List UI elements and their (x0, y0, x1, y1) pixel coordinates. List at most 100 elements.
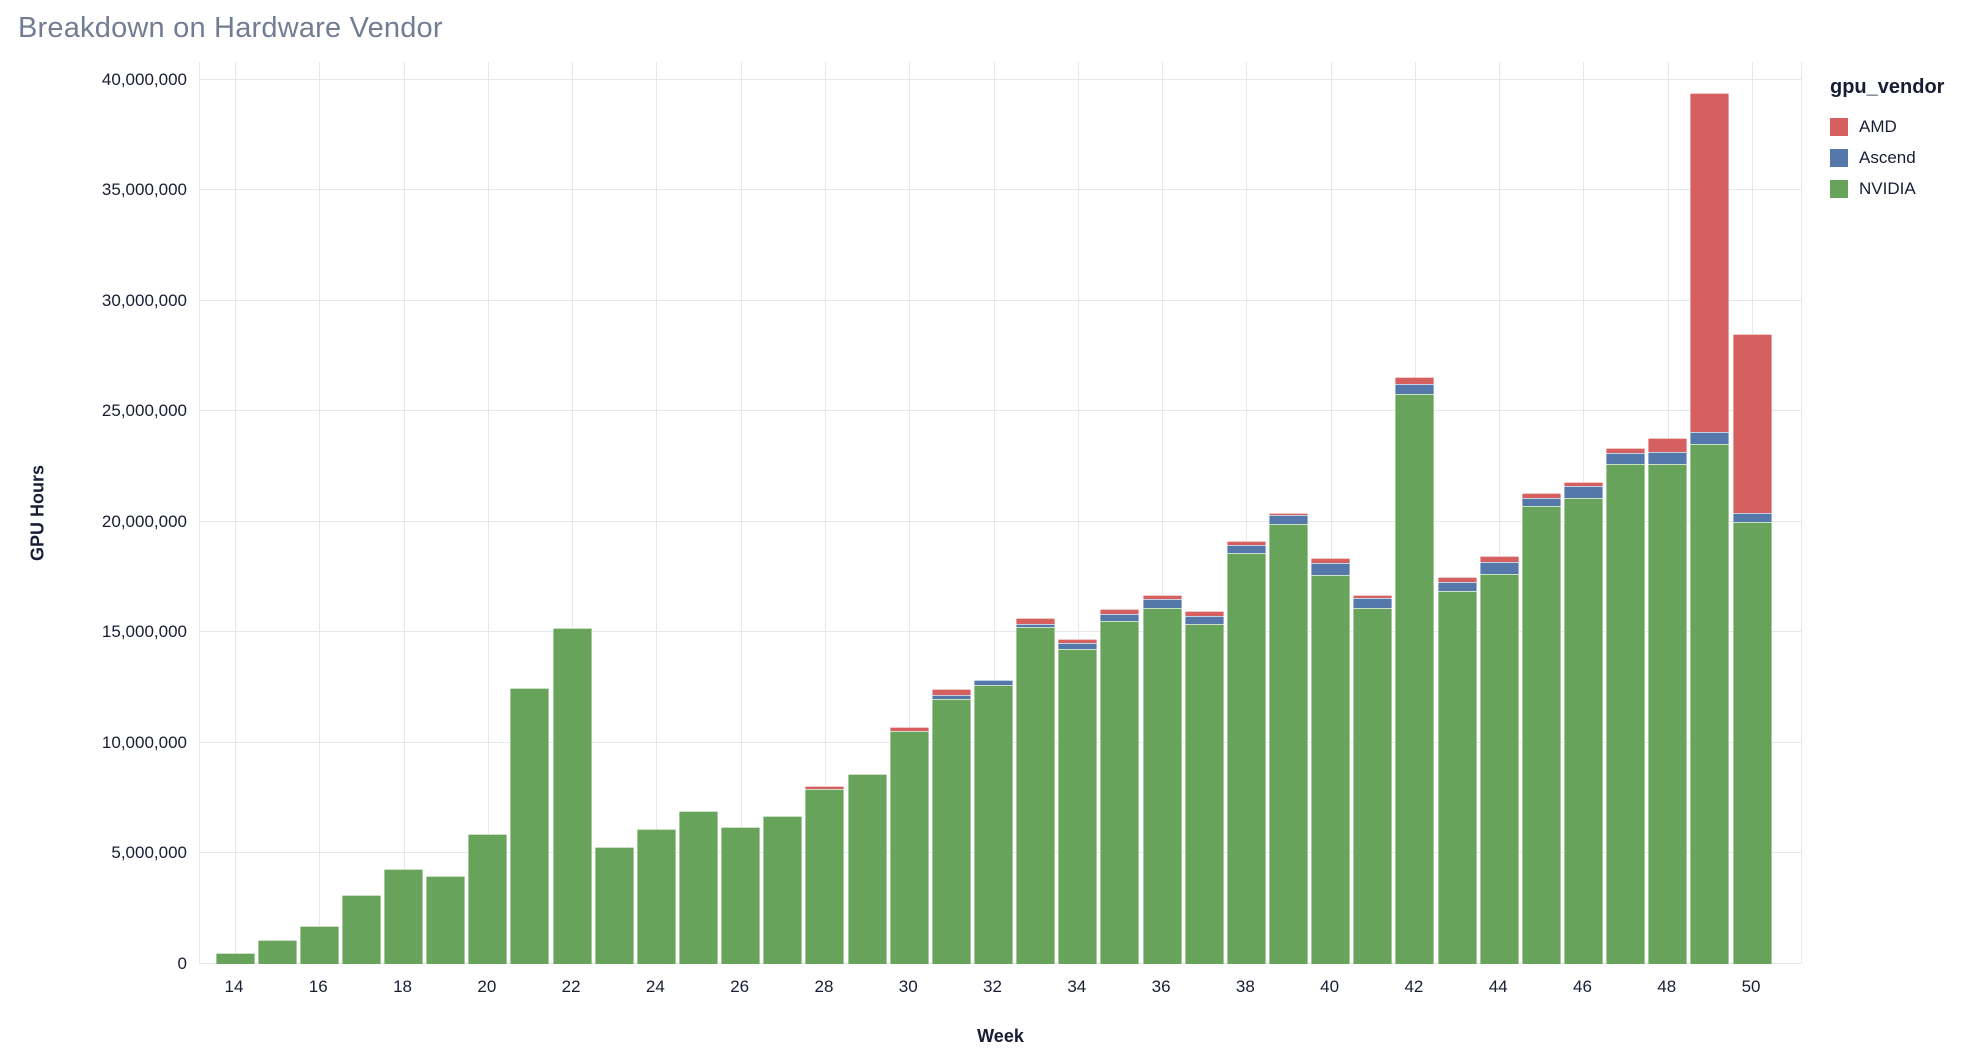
v-gridline (235, 62, 236, 964)
bar-week-35-amd (1100, 609, 1140, 614)
bar-week-27-nvidia (763, 815, 803, 964)
bar-week-37-nvidia (1184, 623, 1224, 964)
bar-week-17-nvidia (341, 895, 381, 964)
y-tick-label: 40,000,000 (101, 69, 187, 89)
plot-area (199, 62, 1802, 964)
h-gridline (200, 631, 1801, 633)
bar-week-45-nvidia (1521, 506, 1561, 964)
bar-week-36-amd (1142, 594, 1182, 600)
y-tick-label: 35,000,000 (101, 180, 187, 200)
x-tick-label: 42 (1404, 977, 1424, 996)
y-tick-label: 5,000,000 (111, 843, 187, 863)
bar-week-45-ascend (1521, 497, 1561, 507)
bar-week-45-amd (1521, 493, 1561, 498)
bar-week-38-nvidia (1226, 552, 1266, 964)
x-tick-label: 34 (1067, 977, 1087, 996)
v-gridline (993, 62, 995, 964)
bar-week-16-nvidia (299, 926, 339, 964)
bar-week-33-nvidia (1016, 626, 1056, 964)
bar-week-30-nvidia (889, 730, 929, 964)
bar-week-35-nvidia (1100, 621, 1140, 964)
x-tick-label: 26 (730, 977, 750, 996)
x-tick-label: 40 (1320, 977, 1340, 996)
bar-week-40-amd (1311, 558, 1351, 563)
x-tick-label: 18 (393, 977, 412, 996)
legend-swatch-amd (1830, 117, 1848, 136)
bar-week-31-ascend (931, 695, 971, 699)
y-tick-label: 10,000,000 (101, 732, 187, 752)
bar-week-37-ascend (1184, 615, 1224, 624)
bar-week-24-nvidia (636, 829, 676, 964)
bar-week-34-nvidia (1058, 648, 1098, 964)
v-gridline (1330, 62, 1332, 964)
x-tick-label: 36 (1151, 977, 1171, 996)
y-tick-label: 20,000,000 (101, 511, 187, 531)
bar-week-28-amd (805, 786, 845, 790)
h-gridline (200, 189, 1801, 191)
bar-week-29-nvidia (847, 773, 887, 964)
v-gridline (656, 62, 658, 964)
x-tick-label: 14 (224, 977, 244, 996)
bar-week-19-nvidia (426, 875, 466, 964)
v-gridline (1162, 62, 1164, 964)
bar-week-37-amd (1184, 611, 1224, 616)
bar-week-39-ascend (1269, 515, 1308, 525)
v-gridline (572, 62, 574, 964)
chart-title: Breakdown on Hardware Vendor (18, 12, 443, 44)
bar-week-46-nvidia (1563, 497, 1603, 964)
bar-week-38-amd (1226, 540, 1266, 546)
y-tick-label: 25,000,000 (101, 401, 187, 421)
bar-week-39-nvidia (1269, 524, 1308, 964)
legend-items: AMD Ascend NVIDIA (1830, 117, 1970, 198)
bar-week-31-nvidia (931, 698, 971, 964)
bar-week-48-ascend (1648, 452, 1688, 465)
v-gridline (1077, 62, 1079, 964)
bar-week-36-nvidia (1142, 608, 1182, 964)
bar-week-28-nvidia (805, 789, 845, 964)
bar-week-44-nvidia (1479, 573, 1519, 964)
legend-item: Ascend (1830, 148, 1970, 167)
v-gridline (1246, 62, 1248, 964)
legend-item-label: AMD (1859, 116, 1897, 136)
bar-week-48-nvidia (1648, 464, 1688, 964)
bar-week-18-nvidia (384, 868, 424, 964)
bar-week-15-nvidia (257, 939, 297, 964)
bar-week-39-amd (1269, 513, 1308, 516)
x-tick-label: 28 (814, 977, 834, 996)
bar-week-36-ascend (1142, 599, 1182, 609)
bar-week-34-amd (1058, 639, 1098, 644)
legend-title: gpu_vendor (1830, 76, 1945, 98)
bar-week-42-amd (1395, 377, 1435, 384)
bar-week-35-ascend (1100, 613, 1140, 622)
v-gridline (824, 62, 826, 964)
v-gridline (1752, 62, 1754, 964)
x-axis-title: Week (977, 1026, 1024, 1046)
bar-week-30-amd (889, 727, 929, 731)
bar-week-42-ascend (1395, 383, 1435, 394)
legend-swatch-ascend (1830, 148, 1848, 167)
bar-week-21-nvidia (510, 687, 550, 964)
legend-item: NVIDIA (1830, 179, 1970, 198)
h-gridline (200, 299, 1801, 301)
x-tick-label: 50 (1741, 977, 1761, 996)
bar-week-47-amd (1606, 447, 1646, 454)
bar-week-46-amd (1563, 482, 1603, 487)
bar-week-43-nvidia (1437, 591, 1477, 964)
bar-week-43-ascend (1437, 581, 1477, 592)
v-gridline (1499, 62, 1501, 964)
bar-week-43-amd (1437, 577, 1477, 582)
bar-week-25-nvidia (679, 811, 719, 964)
bar-week-44-amd (1479, 556, 1519, 562)
x-tick-label: 16 (308, 977, 328, 996)
bar-week-14-nvidia (215, 952, 255, 964)
bar-week-31-amd (931, 688, 971, 696)
bar-week-49-amd (1690, 92, 1730, 433)
v-gridline (487, 62, 489, 964)
h-gridline (200, 410, 1801, 412)
y-tick-label: 15,000,000 (101, 622, 187, 642)
x-tick-label: 48 (1657, 977, 1677, 996)
x-tick-label: 46 (1573, 977, 1592, 996)
bar-week-40-ascend (1311, 562, 1351, 575)
v-gridline (740, 62, 742, 964)
bar-week-34-ascend (1058, 643, 1098, 649)
